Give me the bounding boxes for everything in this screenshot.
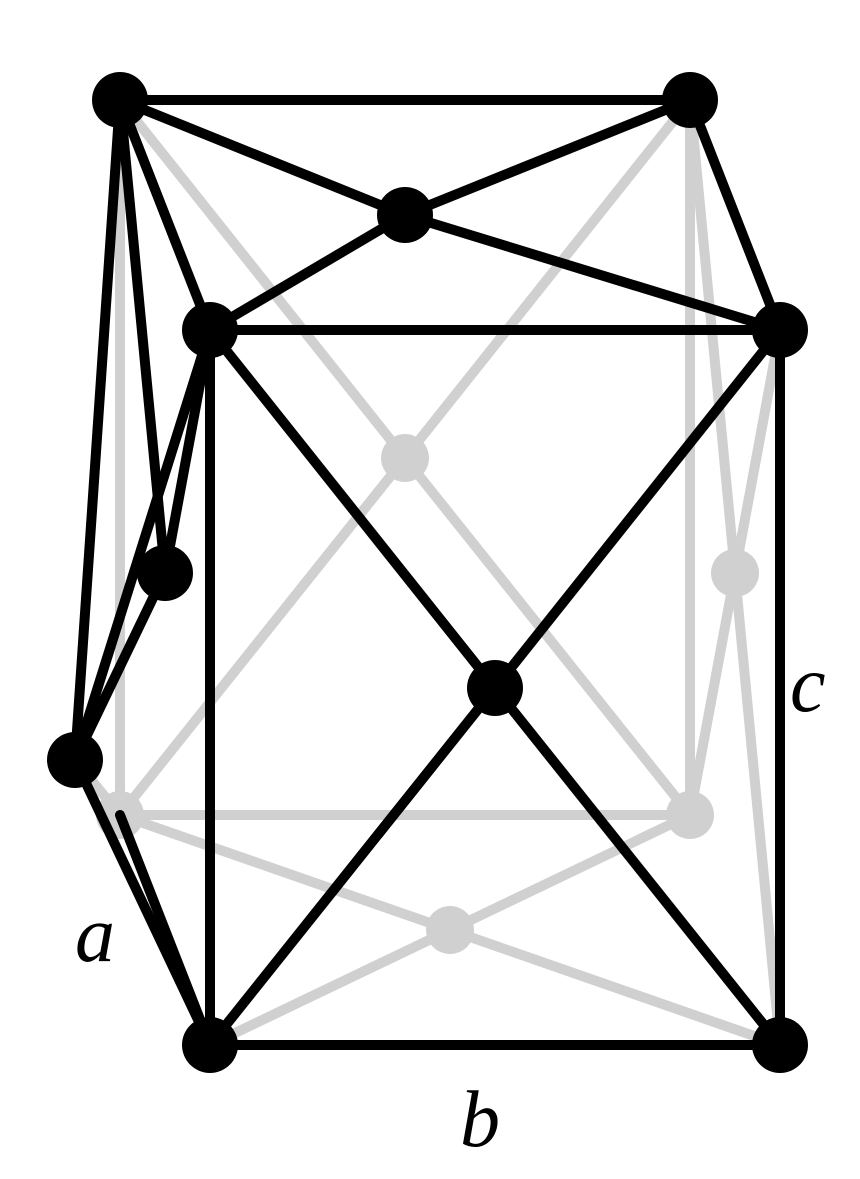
node — [182, 302, 238, 358]
node — [47, 732, 103, 788]
node — [467, 660, 523, 716]
edge — [450, 815, 690, 930]
axis-label-a: a — [75, 890, 115, 981]
edge — [405, 215, 780, 330]
edge — [690, 573, 735, 815]
edge — [210, 330, 495, 688]
edge — [120, 815, 210, 1045]
node — [666, 791, 714, 839]
node — [711, 549, 759, 597]
crystal-lattice-diagram — [0, 0, 860, 1179]
axis-label-b: b — [460, 1075, 500, 1166]
node — [137, 545, 193, 601]
node — [752, 302, 808, 358]
node — [381, 434, 429, 482]
node — [662, 72, 718, 128]
edge — [735, 573, 780, 1045]
edge — [210, 930, 450, 1045]
node — [182, 1017, 238, 1073]
axis-label-c: c — [790, 640, 826, 731]
node — [426, 906, 474, 954]
edge — [210, 215, 405, 330]
node — [752, 1017, 808, 1073]
node — [377, 187, 433, 243]
node — [92, 72, 148, 128]
edge — [120, 815, 450, 930]
edge — [735, 330, 780, 573]
edge — [75, 100, 120, 760]
